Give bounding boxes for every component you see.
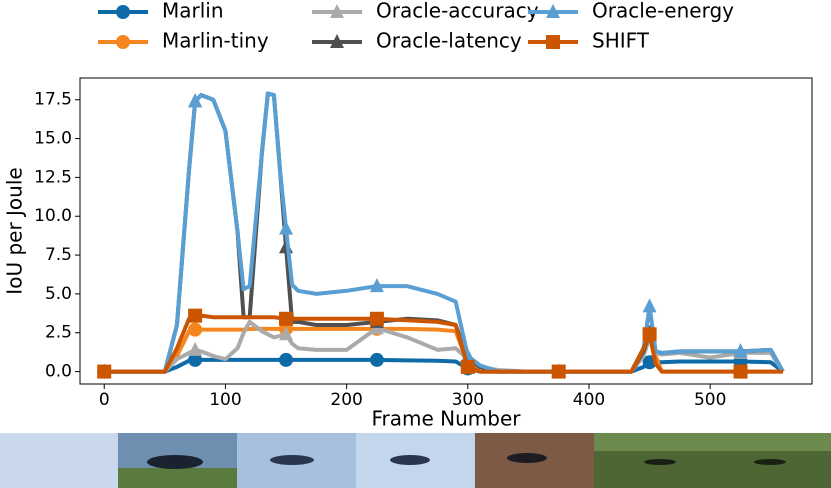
marker [188, 93, 203, 108]
legend-item: Marlin-tiny [98, 29, 269, 53]
y-tick-label: 5.0 [45, 284, 72, 304]
legend-label: Oracle-latency [376, 29, 522, 53]
y-axis-label: IoU per Joule [3, 167, 27, 294]
marker [97, 364, 112, 379]
marker [188, 308, 203, 323]
series [97, 352, 785, 379]
x-tick-label: 400 [573, 390, 605, 410]
plot-frame [79, 77, 813, 385]
marker [116, 5, 130, 19]
marker [330, 34, 344, 48]
marker [369, 278, 384, 293]
marker [369, 352, 384, 367]
legend-label: Marlin [162, 0, 224, 23]
marker [546, 35, 560, 49]
y-tick-label: 0.0 [45, 362, 72, 382]
series [97, 308, 783, 379]
line [104, 313, 783, 374]
legend-label: Marlin-tiny [162, 29, 269, 53]
marker [733, 343, 748, 358]
series [97, 91, 785, 378]
marker [551, 364, 566, 379]
video-strip [0, 433, 831, 488]
x-axis-label: Frame Number [371, 407, 521, 431]
marker [546, 4, 560, 18]
legend-item: Oracle-latency [312, 29, 522, 53]
x-tick-label: 500 [694, 390, 726, 410]
legend-item: Oracle-energy [528, 0, 734, 23]
x-tick-label: 300 [452, 390, 484, 410]
series [97, 91, 785, 378]
marker [642, 327, 657, 342]
x-tick-label: 100 [209, 390, 241, 410]
legend-item: Oracle-accuracy [312, 0, 539, 23]
x-tick-label: 0 [99, 390, 110, 410]
marker [369, 311, 384, 326]
marker [188, 341, 203, 356]
legend-label: Oracle-accuracy [376, 0, 539, 23]
y-tick-label: 7.5 [45, 245, 72, 265]
marker [460, 359, 475, 374]
legend-item: Marlin [98, 0, 224, 23]
y-tick-label: 2.5 [45, 323, 72, 343]
marker [279, 220, 294, 235]
marker [642, 298, 657, 313]
marker [279, 326, 294, 341]
y-tick-label: 17.5 [34, 90, 72, 110]
marker [733, 364, 748, 379]
legend-item: SHIFT [528, 29, 650, 53]
legend-label: Oracle-energy [592, 0, 734, 23]
marker [116, 35, 130, 49]
legend-label: SHIFT [592, 29, 650, 53]
marker [279, 352, 294, 367]
marker [330, 4, 344, 18]
y-tick-label: 10.0 [34, 206, 72, 226]
x-tick-label: 200 [330, 390, 362, 410]
marker [188, 352, 203, 367]
marker [188, 322, 203, 337]
y-tick-label: 12.5 [34, 167, 72, 187]
y-tick-label: 15.0 [34, 129, 72, 149]
marker [279, 311, 294, 326]
